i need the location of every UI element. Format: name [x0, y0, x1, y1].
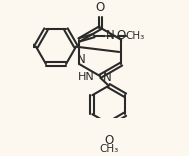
Text: O: O	[116, 29, 125, 42]
Text: CH₃: CH₃	[99, 144, 118, 154]
Text: N: N	[106, 29, 114, 42]
Text: HN: HN	[78, 72, 95, 82]
Text: O: O	[104, 134, 113, 147]
Text: CH₃: CH₃	[126, 31, 145, 41]
Text: N: N	[77, 53, 86, 66]
Text: N: N	[102, 71, 111, 84]
Text: O: O	[96, 1, 105, 14]
